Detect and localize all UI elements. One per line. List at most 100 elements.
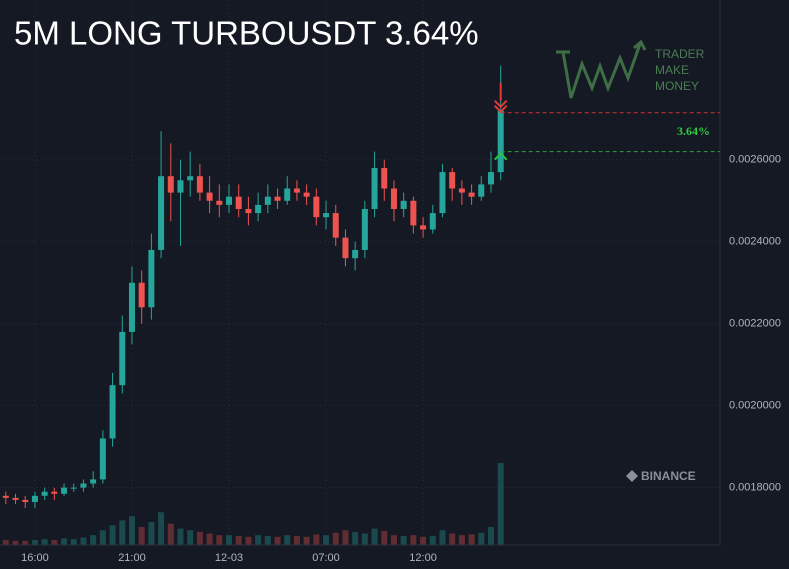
volume-bar bbox=[196, 531, 203, 545]
volume-bar bbox=[255, 535, 262, 545]
watermark: BINANCE bbox=[626, 469, 696, 483]
logo: TRADER MAKE MONEY bbox=[556, 39, 705, 99]
volume-bar bbox=[449, 533, 456, 545]
volume-bar bbox=[390, 535, 397, 545]
volume-bar bbox=[497, 463, 504, 545]
volume-bar bbox=[99, 530, 106, 545]
watermark-text: BINANCE bbox=[641, 469, 696, 483]
candle-body bbox=[429, 213, 436, 230]
candle-body bbox=[51, 491, 58, 494]
candle-body bbox=[99, 438, 106, 480]
volume-bar bbox=[293, 535, 300, 545]
volume-layer bbox=[2, 463, 504, 545]
volume-bar bbox=[342, 530, 349, 545]
logo-text: MAKE bbox=[655, 63, 689, 77]
candle-body bbox=[468, 192, 475, 197]
volume-bar bbox=[177, 528, 184, 545]
x-tick-label: 12-03 bbox=[215, 552, 243, 564]
logo-mark bbox=[556, 39, 647, 99]
volume-bar bbox=[487, 526, 494, 545]
volume-bar bbox=[109, 525, 116, 545]
candle-body bbox=[449, 172, 456, 189]
candle-body bbox=[352, 249, 359, 259]
volume-bar bbox=[332, 532, 339, 545]
volume-bar bbox=[31, 540, 38, 545]
candle-body bbox=[361, 208, 368, 250]
candle-body bbox=[22, 499, 29, 502]
volume-bar bbox=[381, 531, 388, 545]
candle-body bbox=[284, 188, 291, 201]
volume-bar bbox=[119, 520, 126, 545]
x-tick-label: 21:00 bbox=[118, 552, 146, 564]
sell-arrow bbox=[493, 82, 508, 114]
candle-body bbox=[255, 204, 262, 214]
volume-bar bbox=[313, 534, 320, 545]
candle-body bbox=[497, 110, 504, 173]
y-tick-label: 0.0024000 bbox=[729, 236, 781, 248]
y-tick-label: 0.0026000 bbox=[729, 154, 781, 166]
volume-bar bbox=[323, 535, 330, 545]
candle-body bbox=[70, 487, 77, 489]
volume-bar bbox=[410, 535, 417, 545]
volume-bar bbox=[264, 535, 271, 545]
volume-bar bbox=[439, 530, 446, 545]
candle-body bbox=[390, 188, 397, 209]
watermark-icon bbox=[626, 470, 638, 482]
candle-body bbox=[458, 188, 465, 193]
y-tick-label: 0.0018000 bbox=[729, 482, 781, 494]
candle-body bbox=[332, 213, 339, 238]
candle-body bbox=[167, 176, 174, 193]
candle-body bbox=[216, 200, 223, 205]
candle-body bbox=[293, 188, 300, 193]
volume-bar bbox=[158, 512, 165, 545]
volume-bar bbox=[420, 536, 427, 545]
chart-title: 5M LONG TURBOUSDT 3.64% bbox=[14, 15, 479, 52]
candle-body bbox=[303, 192, 310, 197]
candle-body bbox=[226, 196, 233, 205]
volume-bar bbox=[206, 533, 213, 545]
x-tick-label: 16:00 bbox=[21, 552, 49, 564]
candle-body bbox=[31, 495, 38, 502]
candle-body bbox=[487, 172, 494, 185]
volume-bar bbox=[303, 536, 310, 545]
candle-body bbox=[420, 225, 427, 230]
candle-body bbox=[313, 196, 320, 218]
candle-body bbox=[371, 168, 378, 209]
y-tick-label: 0.0020000 bbox=[729, 400, 781, 412]
logo-text: MONEY bbox=[655, 79, 699, 93]
candle-body bbox=[90, 479, 97, 484]
candle-body bbox=[478, 184, 485, 197]
x-tick-label: 12:00 bbox=[409, 552, 437, 564]
x-tick-label: 07:00 bbox=[312, 552, 340, 564]
volume-bar bbox=[51, 540, 58, 545]
candle-layer bbox=[2, 65, 504, 509]
volume-bar bbox=[22, 540, 29, 545]
candle-body bbox=[381, 168, 388, 189]
volume-bar bbox=[400, 535, 407, 545]
volume-bar bbox=[70, 539, 77, 545]
candle-body bbox=[410, 200, 417, 226]
candle-body bbox=[138, 282, 145, 308]
volume-bar bbox=[41, 539, 48, 545]
candle-body bbox=[80, 483, 87, 488]
candle-body bbox=[158, 176, 165, 250]
candle-body bbox=[148, 249, 155, 308]
candle-body bbox=[342, 237, 349, 259]
volume-bar bbox=[138, 526, 145, 545]
candle-body bbox=[177, 180, 184, 193]
volume-bar bbox=[187, 530, 194, 545]
volume-bar bbox=[61, 538, 68, 545]
candle-body bbox=[274, 196, 281, 201]
candle-body bbox=[235, 196, 242, 209]
candle-body bbox=[119, 331, 126, 386]
volume-bar bbox=[128, 516, 135, 545]
volume-bar bbox=[361, 533, 368, 545]
candle-body bbox=[264, 196, 271, 205]
candle-body bbox=[206, 192, 213, 201]
candle-body bbox=[41, 491, 48, 496]
candle-body bbox=[400, 200, 407, 209]
logo-text: TRADER bbox=[655, 47, 705, 61]
volume-bar bbox=[429, 535, 436, 545]
volume-bar bbox=[478, 532, 485, 545]
